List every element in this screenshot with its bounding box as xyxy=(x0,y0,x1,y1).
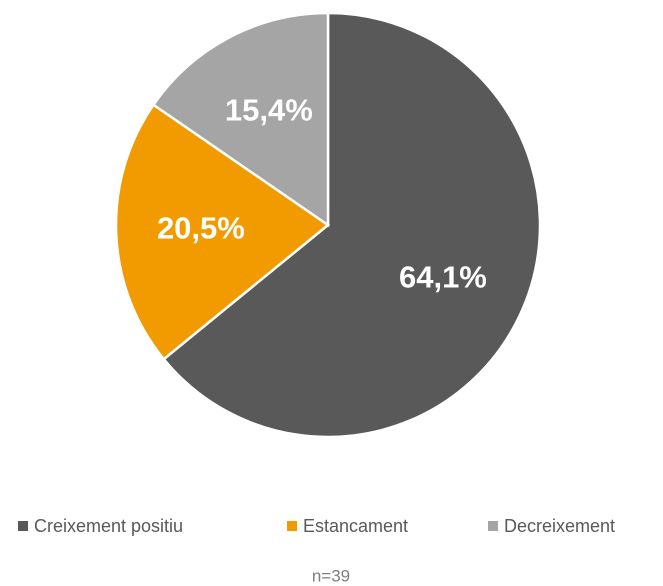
value-label: 20,5% xyxy=(157,210,245,245)
legend-swatch xyxy=(18,521,28,531)
legend-label: Estancament xyxy=(303,516,408,536)
pie-slice xyxy=(151,11,330,228)
legend-swatch xyxy=(488,521,498,531)
legend-swatch xyxy=(287,521,297,531)
legend-label: Creixement positiu xyxy=(34,516,183,536)
pie-slice xyxy=(162,11,542,439)
legend-label: Decreixement xyxy=(504,516,615,536)
pie-slice xyxy=(114,103,331,361)
value-label: 64,1% xyxy=(399,260,487,295)
annotation: n=39 xyxy=(312,566,350,585)
value-label: 15,4% xyxy=(225,93,313,128)
